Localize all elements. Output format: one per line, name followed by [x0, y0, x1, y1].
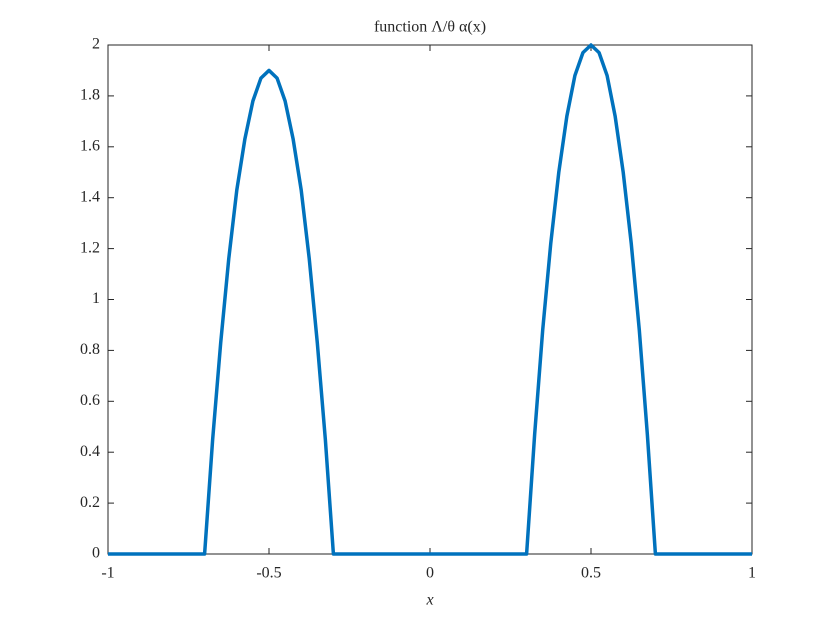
- y-tick-label: 1.6: [80, 137, 100, 154]
- y-tick-label: 1: [92, 290, 100, 307]
- y-tick-label: 0: [92, 545, 100, 562]
- y-tick-label: 0.8: [80, 341, 100, 358]
- line-series: [108, 43, 752, 556]
- y-tick-label: 1.8: [80, 87, 100, 104]
- x-tick-label: -1: [101, 565, 114, 582]
- y-tick-label: 0.2: [80, 494, 100, 511]
- x-tick-label: 0: [426, 565, 434, 582]
- x-tick-label: 1: [748, 565, 756, 582]
- y-tick-label: 0.6: [80, 392, 100, 409]
- y-tick-label: 1.4: [80, 188, 100, 205]
- x-tick-label: 0.5: [581, 565, 601, 582]
- y-tick-label: 1.2: [80, 239, 100, 256]
- chart-title: function Λ/θ α(x): [374, 19, 486, 36]
- x-tick-label: -0.5: [256, 565, 281, 582]
- x-axis-label: x: [425, 592, 433, 609]
- axes-box: [107, 44, 753, 555]
- y-tick-label: 2: [92, 36, 100, 53]
- y-tick-label: 0.4: [80, 443, 100, 460]
